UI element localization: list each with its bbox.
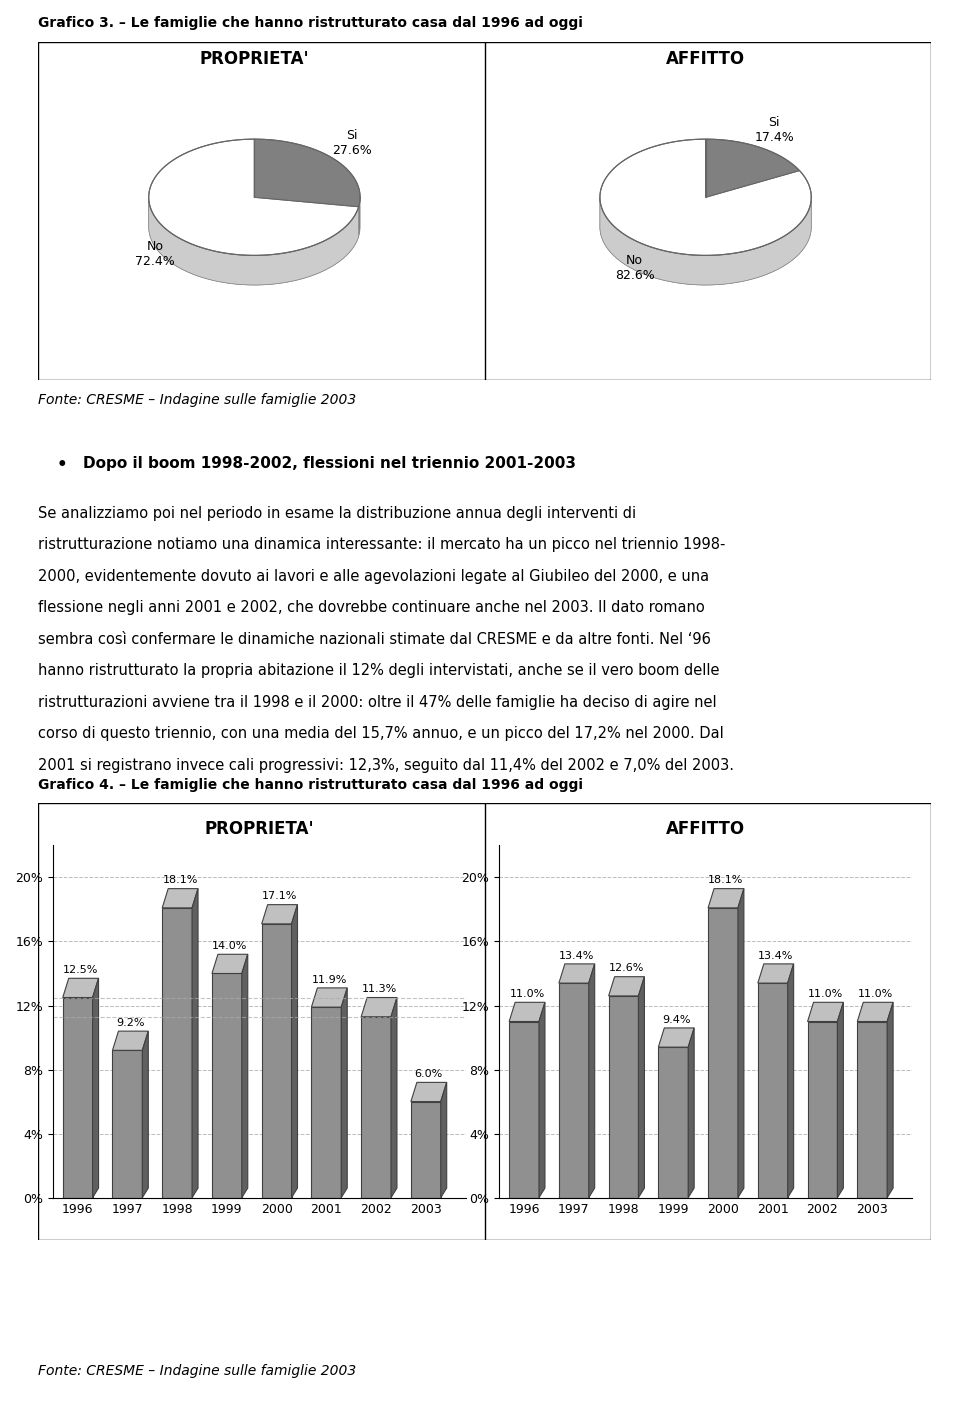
- Polygon shape: [359, 197, 360, 237]
- Polygon shape: [757, 964, 794, 983]
- Text: 11.9%: 11.9%: [312, 975, 347, 985]
- Polygon shape: [292, 905, 298, 1198]
- Bar: [262, 924, 292, 1198]
- Polygon shape: [559, 964, 594, 983]
- Polygon shape: [738, 889, 744, 1198]
- Text: 2001 si registrano invece cali progressivi: 12,3%, seguito dal 11,4% del 2002 e : 2001 si registrano invece cali progressi…: [38, 758, 734, 772]
- Polygon shape: [411, 1082, 446, 1102]
- Bar: [659, 1047, 688, 1198]
- Text: Se analizziamo poi nel periodo in esame la distribuzione annua degli interventi : Se analizziamo poi nel periodo in esame …: [38, 506, 636, 521]
- Text: 11.0%: 11.0%: [510, 989, 544, 999]
- Text: ristrutturazioni avviene tra il 1998 e il 2000: oltre il 47% delle famiglie ha d: ristrutturazioni avviene tra il 1998 e i…: [38, 695, 717, 710]
- Bar: [162, 907, 192, 1198]
- Text: 18.1%: 18.1%: [162, 875, 198, 885]
- Bar: [559, 983, 588, 1198]
- Text: 9.2%: 9.2%: [116, 1017, 145, 1029]
- Text: 11.0%: 11.0%: [807, 989, 843, 999]
- Polygon shape: [609, 976, 644, 996]
- Text: sembra così confermare le dinamiche nazionali stimate dal CRESME e da altre font: sembra così confermare le dinamiche nazi…: [38, 631, 711, 647]
- Text: 2000, evidentemente dovuto ai lavori e alle agevolazioni legate al Giubileo del : 2000, evidentemente dovuto ai lavori e a…: [38, 569, 709, 583]
- Bar: [112, 1050, 142, 1198]
- Polygon shape: [600, 139, 811, 255]
- Text: 12.6%: 12.6%: [609, 964, 644, 974]
- Text: 17.1%: 17.1%: [262, 892, 298, 902]
- Text: flessione negli anni 2001 e 2002, che dovrebbe continuare anche nel 2003. Il dat: flessione negli anni 2001 e 2002, che do…: [38, 600, 706, 616]
- Text: 11.0%: 11.0%: [857, 989, 893, 999]
- Polygon shape: [92, 978, 99, 1198]
- Polygon shape: [588, 964, 594, 1198]
- Text: 18.1%: 18.1%: [708, 875, 744, 885]
- Polygon shape: [62, 978, 99, 998]
- Polygon shape: [600, 199, 811, 285]
- Text: hanno ristrutturato la propria abitazione il 12% degli intervistati, anche se il: hanno ristrutturato la propria abitazion…: [38, 664, 720, 678]
- Polygon shape: [162, 889, 198, 907]
- Bar: [62, 998, 92, 1198]
- Polygon shape: [837, 1002, 844, 1198]
- Bar: [757, 983, 787, 1198]
- Text: 11.3%: 11.3%: [361, 985, 396, 995]
- Text: Fonte: CRESME – Indagine sulle famiglie 2003: Fonte: CRESME – Indagine sulle famiglie …: [38, 393, 357, 407]
- Polygon shape: [688, 1029, 694, 1198]
- Title: PROPRIETA': PROPRIETA': [204, 820, 314, 838]
- Polygon shape: [441, 1082, 446, 1198]
- Text: ristrutturazione notiamo una dinamica interessante: il mercato ha un picco nel t: ristrutturazione notiamo una dinamica in…: [38, 537, 726, 552]
- Polygon shape: [262, 905, 298, 924]
- Polygon shape: [787, 964, 794, 1198]
- Bar: [311, 1007, 341, 1198]
- Polygon shape: [311, 988, 348, 1007]
- Polygon shape: [391, 998, 397, 1198]
- Bar: [857, 1022, 887, 1198]
- Polygon shape: [708, 889, 744, 907]
- Polygon shape: [887, 1002, 893, 1198]
- Text: 13.4%: 13.4%: [758, 951, 793, 961]
- Polygon shape: [192, 889, 198, 1198]
- Polygon shape: [539, 1002, 545, 1198]
- Text: 12.5%: 12.5%: [63, 965, 98, 975]
- Text: Dopo il boom 1998-2002, flessioni nel triennio 2001-2003: Dopo il boom 1998-2002, flessioni nel tr…: [83, 457, 576, 471]
- Bar: [212, 974, 242, 1198]
- Bar: [509, 1022, 539, 1198]
- Title: AFFITTO: AFFITTO: [666, 49, 745, 68]
- Bar: [609, 996, 638, 1198]
- Polygon shape: [142, 1031, 148, 1198]
- Text: No
72.4%: No 72.4%: [135, 241, 175, 269]
- Polygon shape: [857, 1002, 893, 1022]
- Polygon shape: [509, 1002, 545, 1022]
- Bar: [807, 1022, 837, 1198]
- Text: Grafico 4. – Le famiglie che hanno ristrutturato casa dal 1996 ad oggi: Grafico 4. – Le famiglie che hanno ristr…: [38, 778, 584, 792]
- Polygon shape: [212, 954, 248, 974]
- Polygon shape: [254, 139, 360, 207]
- Polygon shape: [361, 998, 397, 1017]
- Polygon shape: [659, 1029, 694, 1047]
- Polygon shape: [149, 197, 359, 285]
- Polygon shape: [149, 197, 359, 285]
- Text: Fonte: CRESME – Indagine sulle famiglie 2003: Fonte: CRESME – Indagine sulle famiglie …: [38, 1364, 357, 1378]
- Text: Si
27.6%: Si 27.6%: [332, 130, 372, 158]
- Title: AFFITTO: AFFITTO: [666, 820, 745, 838]
- Polygon shape: [341, 988, 348, 1198]
- Text: 9.4%: 9.4%: [662, 1014, 690, 1024]
- Title: PROPRIETA': PROPRIETA': [200, 49, 309, 68]
- Text: 14.0%: 14.0%: [212, 941, 248, 951]
- Polygon shape: [807, 1002, 844, 1022]
- Bar: [411, 1102, 441, 1198]
- Text: 6.0%: 6.0%: [415, 1069, 443, 1079]
- Text: 13.4%: 13.4%: [559, 951, 594, 961]
- Polygon shape: [149, 139, 359, 255]
- Polygon shape: [706, 139, 800, 197]
- Polygon shape: [638, 976, 644, 1198]
- Polygon shape: [242, 954, 248, 1198]
- Text: Si
17.4%: Si 17.4%: [755, 116, 794, 144]
- Text: Grafico 3. – Le famiglie che hanno ristrutturato casa dal 1996 ad oggi: Grafico 3. – Le famiglie che hanno ristr…: [38, 15, 584, 30]
- Polygon shape: [112, 1031, 148, 1050]
- Bar: [708, 907, 738, 1198]
- Bar: [361, 1017, 391, 1198]
- Polygon shape: [600, 197, 811, 285]
- Text: corso di questo triennio, con una media del 15,7% annuo, e un picco del 17,2% ne: corso di questo triennio, con una media …: [38, 726, 724, 741]
- Text: •: •: [57, 457, 67, 475]
- Text: No
82.6%: No 82.6%: [614, 254, 655, 282]
